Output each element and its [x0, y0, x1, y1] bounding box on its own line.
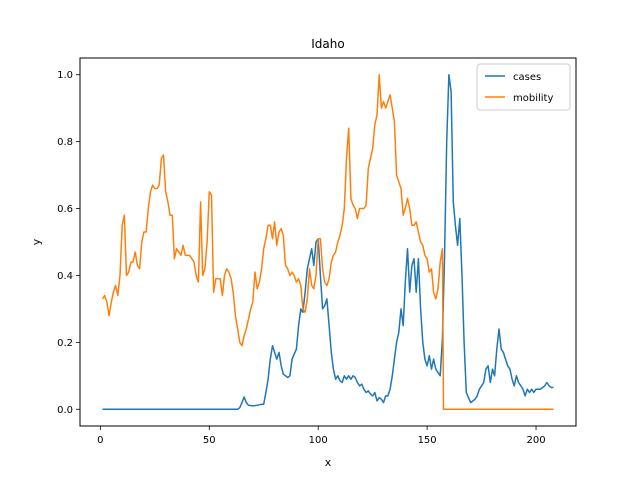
x-tick-label: 150	[418, 435, 437, 446]
series-line-cases	[102, 73, 554, 411]
chart-title: Idaho	[311, 37, 344, 51]
y-tick-label: 1.0	[57, 70, 73, 81]
x-tick-label: 100	[309, 435, 328, 446]
y-tick-label: 0.0	[57, 405, 73, 416]
y-axis: 0.0 0.2 0.4 0.6 0.8 1.0	[57, 70, 80, 416]
x-tick-label: 200	[526, 435, 545, 446]
axes-frame	[79, 57, 577, 427]
x-tick-label: 0	[97, 435, 103, 446]
x-axis: 0 50 100 150 200	[97, 426, 546, 446]
series-line-mobility	[101, 73, 554, 411]
legend-label-mobility: mobility	[513, 93, 553, 104]
y-tick-label: 0.4	[57, 271, 73, 282]
y-tick-label: 0.2	[57, 338, 73, 349]
legend-label-cases: cases	[513, 72, 541, 83]
x-axis-label: x	[325, 456, 332, 469]
y-axis-label: y	[30, 238, 43, 245]
plot-area	[101, 73, 554, 411]
x-tick-label: 50	[203, 435, 216, 446]
y-tick-label: 0.8	[57, 137, 73, 148]
y-tick-label: 0.6	[57, 204, 73, 215]
legend: cases mobility	[476, 63, 571, 111]
